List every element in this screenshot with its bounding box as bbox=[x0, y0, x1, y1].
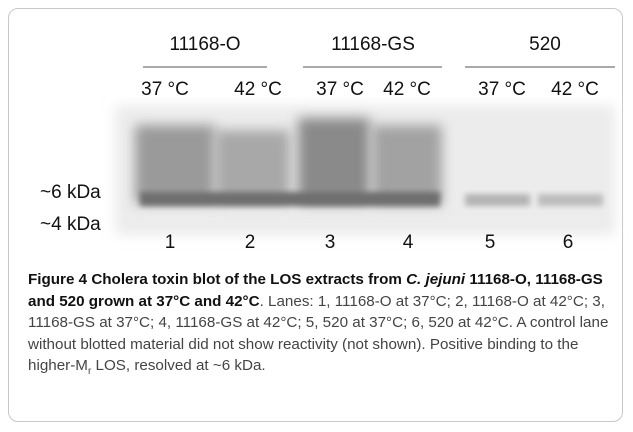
lane-number: 3 bbox=[325, 232, 336, 253]
blot-image bbox=[115, 105, 615, 235]
temperature-label: 37 °C bbox=[316, 79, 364, 100]
temperature-label: 42 °C bbox=[551, 79, 599, 100]
temperature-label: 42 °C bbox=[234, 79, 282, 100]
caption-label: Figure 4 bbox=[28, 271, 87, 288]
lane-number: 1 bbox=[165, 232, 176, 253]
lane-number: 6 bbox=[563, 232, 574, 253]
caption-title: Cholera toxin blot of the LOS extracts f… bbox=[91, 271, 406, 288]
caption-organism: C. jejuni bbox=[406, 271, 465, 288]
strain-label: 520 bbox=[529, 34, 561, 55]
strain-label: 11168-O bbox=[169, 34, 240, 55]
lane-number: 2 bbox=[245, 232, 256, 253]
figure: 11168-O 11168-GS 520 37 °C 42 °C 37 °C 42 °… bbox=[0, 0, 633, 260]
marker-label: ~6 kDa bbox=[40, 182, 101, 203]
marker-label: ~4 kDa bbox=[40, 214, 101, 235]
temperature-label: 37 °C bbox=[478, 79, 526, 100]
temperature-label: 42 °C bbox=[383, 79, 431, 100]
figure-caption: Figure 4 Cholera toxin blot of the LOS e… bbox=[28, 269, 620, 383]
strain-label: 11168-GS bbox=[331, 34, 415, 55]
caption-body: LOS, resolved at ~6 kDa. bbox=[91, 357, 265, 374]
temperature-label: 37 °C bbox=[141, 79, 189, 100]
lane-number: 5 bbox=[485, 232, 496, 253]
lane-number: 4 bbox=[403, 232, 414, 253]
